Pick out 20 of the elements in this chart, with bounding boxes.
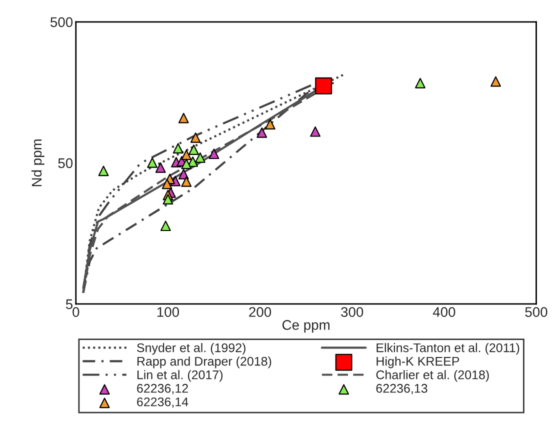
y-tick-label: 500: [50, 17, 73, 28]
legend-label: Lin et al. (2017): [137, 370, 223, 382]
x-tick-label: 300: [341, 307, 364, 317]
legend-label: 62236,14: [137, 397, 188, 408]
x-tick-label: 500: [525, 307, 548, 317]
x-tick-label: 200: [249, 307, 272, 317]
legend-label: Rapp and Draper (2018): [137, 356, 272, 368]
legend-label: Snyder et al. (1992): [137, 343, 246, 355]
x-tick-label: 400: [432, 307, 456, 317]
x-tick-label: 0: [72, 307, 80, 317]
legend-label: 62236,12: [137, 384, 188, 394]
legend-label: Elkins-Tanton et al. (2011): [376, 343, 520, 355]
legend-label: 62236,13: [376, 384, 428, 394]
y-tick-label: 50: [58, 158, 73, 168]
x-tick-label: 100: [157, 307, 179, 317]
y-axis-title: Nd ppm: [31, 140, 44, 186]
y-tick-label: 5: [66, 299, 73, 310]
legend-label: High-K KREEP: [376, 356, 460, 368]
x-axis-title: Ce ppm: [282, 320, 330, 333]
legend-label: Charlier et al. (2018): [376, 370, 489, 382]
